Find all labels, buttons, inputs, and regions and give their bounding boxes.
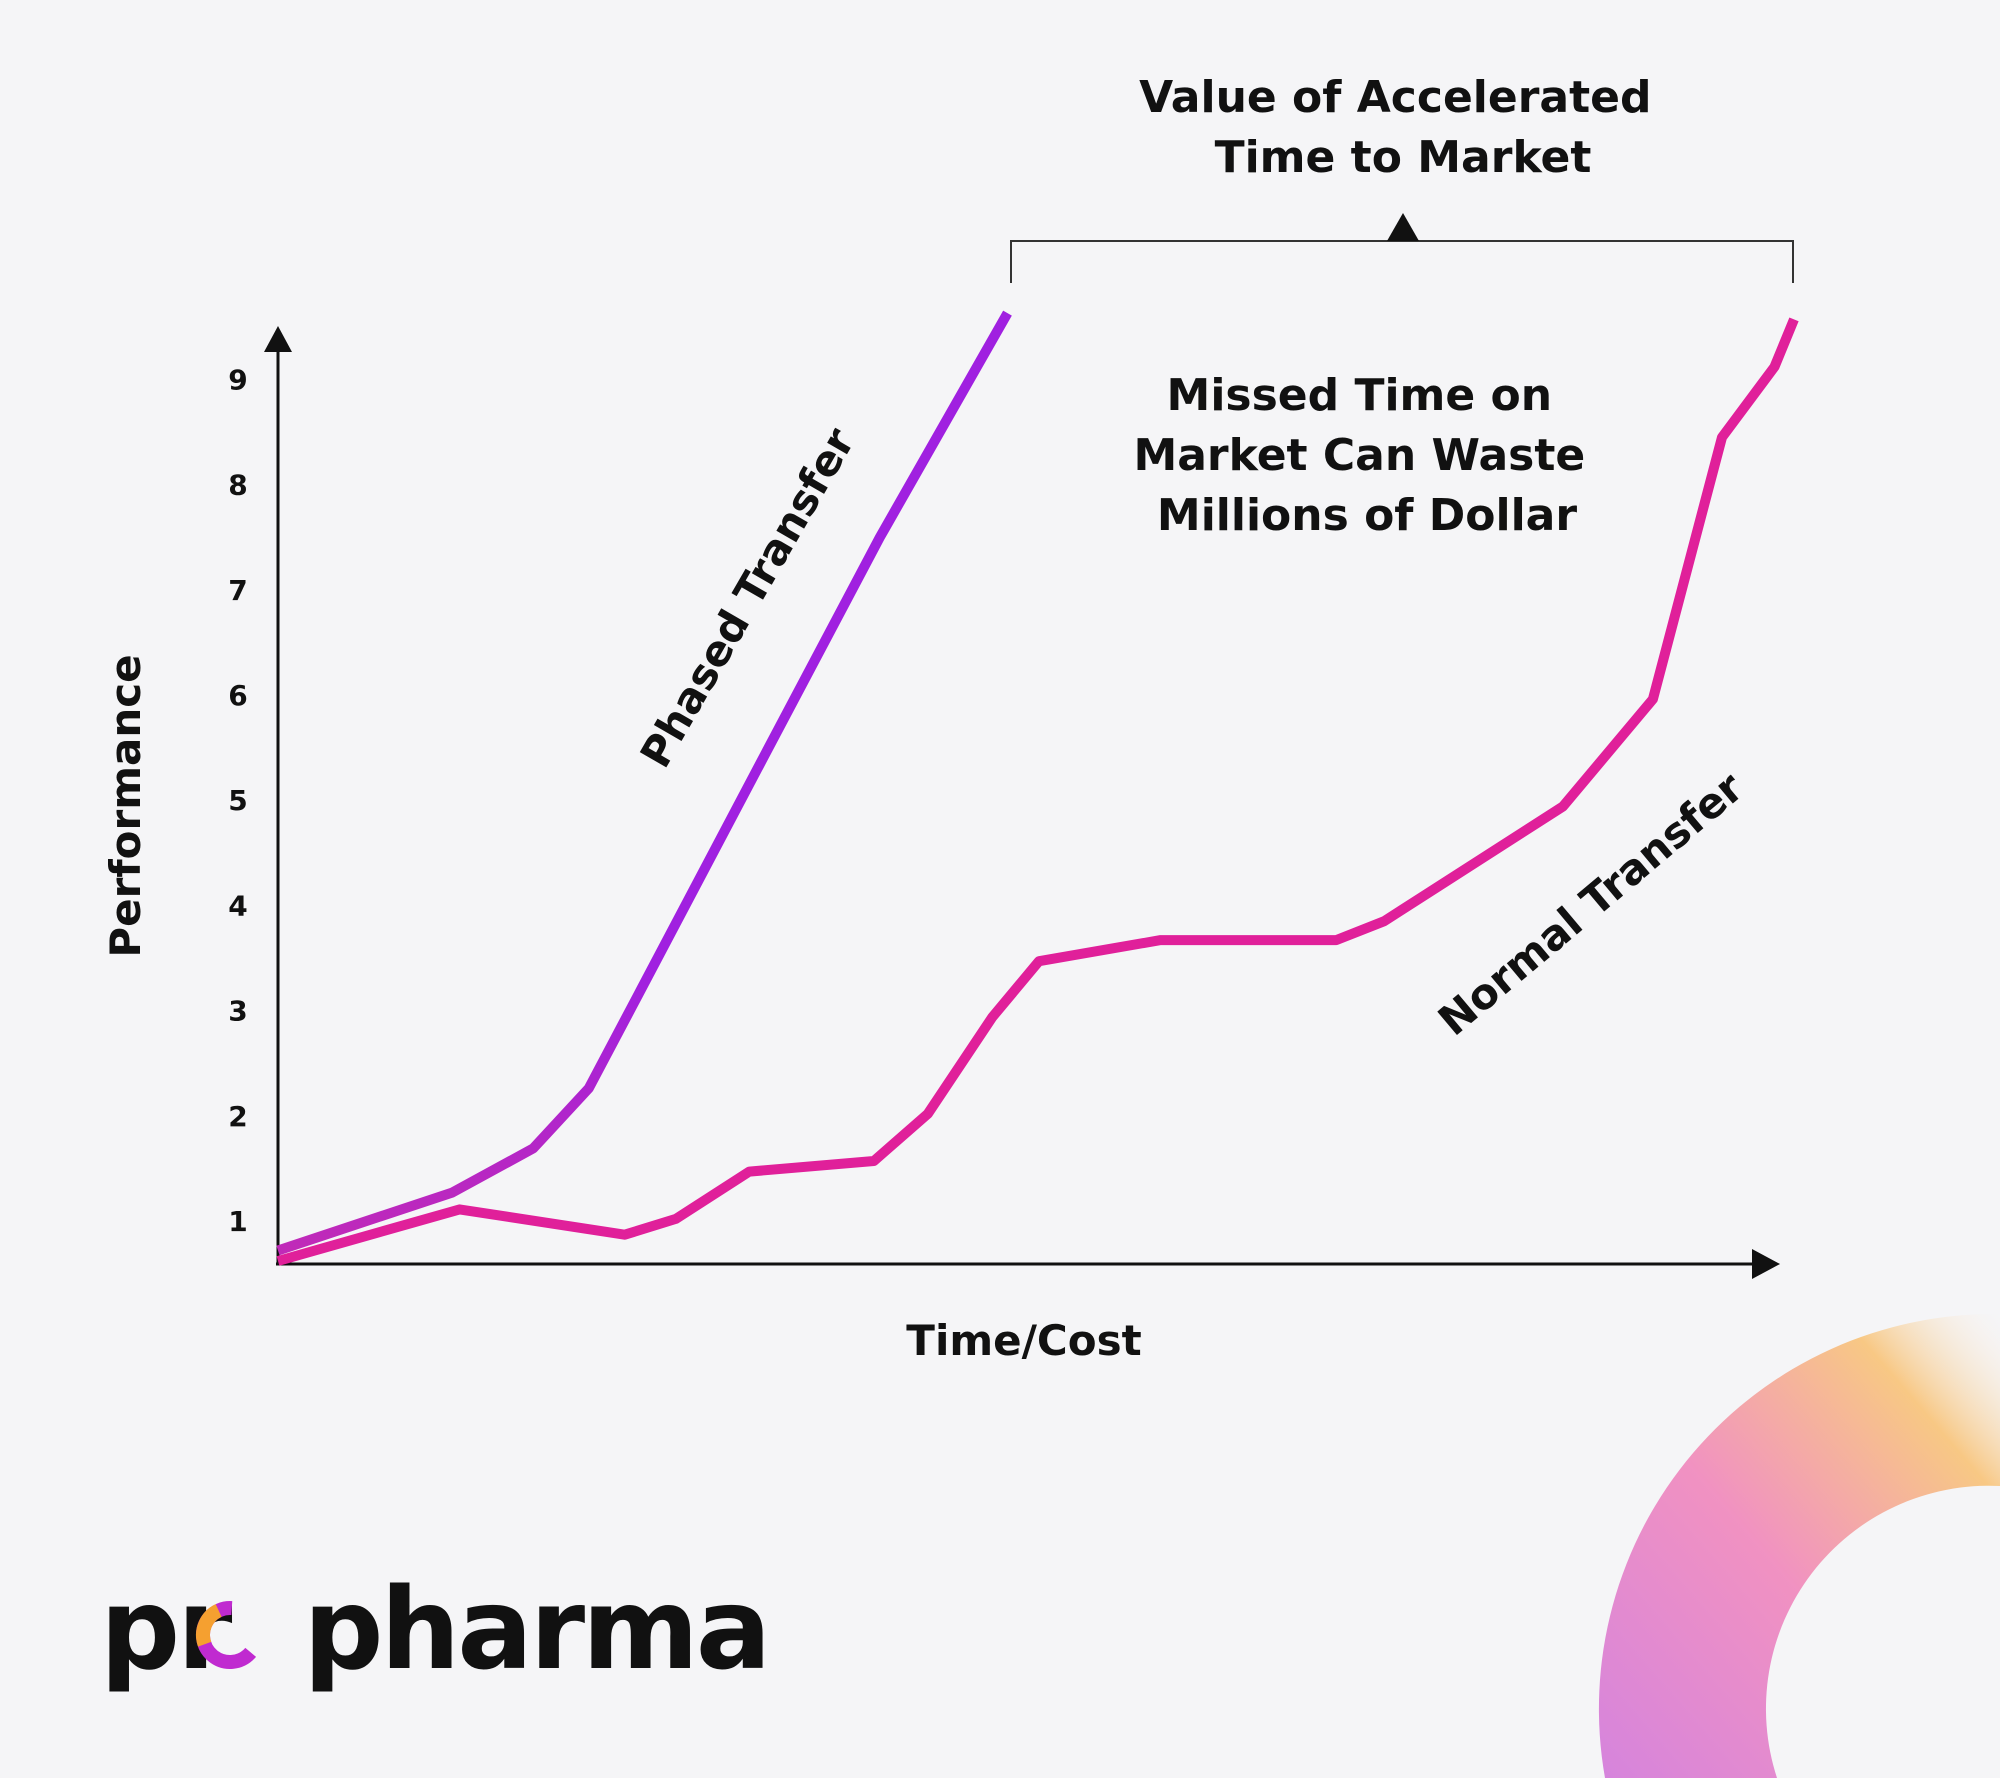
series-label-phased-transfer: Phased Transfer [631,420,865,776]
y-tick-label: 6 [228,679,247,712]
logo-ring-icon [195,1601,264,1670]
x-axis-arrow [1752,1249,1780,1279]
bracket-title: Value of Accelerated Time to Market [1139,72,1667,183]
x-axis-label: Time/Cost [906,1316,1141,1365]
y-axis-arrow [264,326,292,352]
gap-note: Missed Time on Market Can Waste Millions… [1133,370,1600,541]
y-tick-label: 7 [228,574,247,607]
y-tick-label: 4 [228,889,247,922]
y-tick-label: 2 [228,1100,247,1133]
bracket [1010,240,1794,283]
decorative-ring [1598,1313,2000,1778]
y-tick-label: 5 [228,784,247,817]
series-line-normal-transfer [276,317,1799,1266]
y-tick-label: 9 [228,363,247,396]
y-tick-label: 3 [228,995,247,1028]
y-axis-label: Performance [101,654,150,957]
y-tick-label: 1 [228,1205,247,1238]
brand-logo: propharma [100,1565,768,1695]
bracket-arrow [1387,213,1419,241]
series-line-phased-transfer [276,310,1012,1256]
series-label-normal-transfer: Normal Transfer [1429,762,1753,1045]
y-tick-label: 8 [228,469,247,502]
